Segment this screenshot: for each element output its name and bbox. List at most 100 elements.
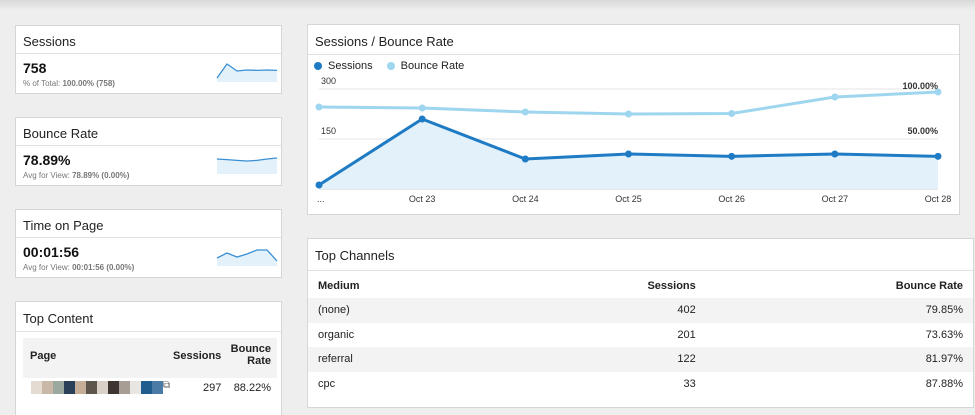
point-sessions	[934, 152, 942, 160]
table-row[interactable]: cpc 33 87.88%	[308, 372, 973, 397]
kpi-title: Sessions	[16, 26, 281, 54]
legend-bounce-rate[interactable]: Bounce Rate	[386, 60, 464, 72]
point-sessions	[831, 150, 839, 158]
x-tick-label: Oct 25	[615, 194, 642, 204]
point-bounce-rate	[728, 110, 736, 117]
point-sessions	[728, 152, 736, 160]
thumbnail-swatch	[31, 381, 42, 395]
line-chart[interactable]: 300 150 100.00% 50.00%... Oct 23 Oct 24 Oct 25…	[308, 25, 961, 216]
legend-sessions[interactable]: Sessions	[314, 60, 373, 72]
point-bounce-rate	[934, 88, 942, 96]
sparkline-area	[217, 158, 277, 174]
row-sessions: 297	[203, 382, 222, 394]
cell-bounce: 81.97%	[705, 347, 973, 372]
kpi-subtext: Avg for View: 00:01:56 (0.00%)	[23, 263, 135, 272]
thumbnail-swatch	[53, 381, 64, 395]
kpi-card-sessions[interactable]: Sessions 758 % of Total: 100.00% (758)	[15, 25, 282, 94]
cell-medium: referral	[308, 347, 497, 372]
right-label-top: 100.00%	[902, 81, 938, 91]
thumbnail-swatch	[152, 381, 163, 395]
chart-legend: Sessions Bounce Rate	[314, 60, 478, 72]
kpi-subtext: Avg for View: 78.89% (0.00%)	[23, 171, 130, 180]
cell-sessions: 402	[496, 298, 706, 323]
cell-bounce: 79.85%	[705, 298, 973, 323]
col-sessions: Sessions	[173, 350, 222, 362]
top-content-title: Top Content	[16, 302, 281, 332]
thumbnail-swatch	[119, 381, 130, 395]
cell-bounce: 73.63%	[925, 328, 963, 341]
kpi-value: 00:01:56	[23, 244, 80, 260]
kpi-title: Time on Page	[16, 210, 281, 238]
cell-sessions: 33	[683, 377, 696, 390]
x-tick-label: Oct 26	[718, 194, 745, 204]
col-bounce-rate: Bounce Rate	[895, 280, 963, 292]
sparkline-sessions	[216, 63, 278, 82]
cell-sessions: 201	[677, 328, 696, 341]
cell-medium: (none)	[308, 298, 497, 323]
thumbnail-swatch	[42, 381, 53, 395]
point-bounce-rate	[625, 110, 632, 118]
y-label-mid: 150	[321, 126, 336, 136]
point-bounce-rate	[418, 104, 426, 112]
x-tick-label: Oct 23	[409, 194, 436, 204]
table-header: Page Sessions Bounce Rate	[23, 338, 277, 378]
col-bounce-rate: Bounce Rate	[230, 343, 271, 367]
kpi-card-time-on-page[interactable]: Time on Page 00:01:56 Avg for View: 00:0…	[15, 209, 282, 278]
top-channels-card: Top Channels Medium Sessions Bounce Rate…	[307, 238, 974, 408]
cell-sessions: 122	[496, 347, 706, 372]
col-medium: Medium	[318, 280, 360, 292]
row-bounce: 88.22%	[233, 382, 271, 394]
kpi-subtext: % of Total: 100.00% (758)	[23, 79, 115, 88]
sparkline-line	[216, 157, 278, 162]
chart-title: Sessions / Bounce Rate	[308, 25, 959, 55]
y-label-top: 300	[321, 76, 336, 86]
thumbnail-swatch	[86, 381, 97, 395]
col-page: Page	[30, 350, 57, 362]
x-tick-label: Oct 24	[512, 194, 539, 204]
legend-dot-sessions	[314, 62, 322, 70]
thumbnail-swatch	[64, 381, 75, 395]
table-header: Medium Sessions Bounce Rate	[308, 274, 973, 298]
legend-dot-bounce-rate	[386, 62, 395, 70]
kpi-value: 78.89%	[23, 152, 71, 168]
top-channels-table: Medium Sessions Bounce Rate (none) 402 79.…	[308, 274, 973, 396]
point-bounce-rate	[521, 108, 529, 116]
table-row[interactable]: ⧉ 297 88.22%	[23, 378, 277, 408]
x-tick-label: ...	[317, 194, 325, 204]
table-row[interactable]: (none) 402 79.85%	[308, 298, 973, 323]
point-sessions	[625, 150, 632, 158]
kpi-title: Bounce Rate	[16, 118, 281, 146]
thumbnail-swatch	[97, 381, 108, 395]
point-sessions	[521, 155, 529, 163]
kpi-card-bounce-rate[interactable]: Bounce Rate 78.89% Avg for View: 78.89% …	[15, 117, 282, 186]
sparkline-area	[217, 250, 277, 266]
page-thumbnail	[31, 379, 163, 397]
kpi-value: 758	[23, 60, 47, 76]
point-sessions	[418, 115, 426, 123]
thumbnail-swatch	[108, 381, 119, 395]
table-row[interactable]: referral 122 81.97%	[308, 347, 973, 372]
sparkline-line	[216, 249, 278, 262]
right-label-mid: 50.00%	[907, 126, 938, 136]
x-tick-label: Oct 27	[822, 194, 849, 204]
sparkline-line	[216, 63, 278, 79]
col-sessions: Sessions	[647, 280, 696, 292]
top-channels-title: Top Channels	[308, 239, 973, 271]
cell-medium: cpc	[318, 377, 336, 390]
sparkline-time-on-page	[216, 249, 278, 266]
cell-bounce: 87.88%	[925, 377, 963, 390]
thumbnail-swatch	[75, 381, 86, 395]
thumbnail-swatch	[141, 381, 152, 395]
x-tick-label: Oct 28	[925, 194, 952, 204]
sparkline-area	[217, 64, 277, 82]
top-content-card: Top Content Page Sessions Bounce Rate ⧉ 2…	[15, 301, 282, 415]
point-bounce-rate	[315, 103, 323, 111]
table-row[interactable]: organic 201 73.63%	[308, 323, 973, 348]
cell-medium: organic	[318, 328, 355, 341]
sessions-bounce-chart-card: Sessions / Bounce Rate Sessions Bounce R…	[307, 24, 960, 215]
open-link-icon[interactable]: ⧉	[163, 380, 171, 391]
point-bounce-rate	[831, 93, 839, 101]
sparkline-bounce-rate	[216, 157, 278, 174]
top-shadow	[0, 0, 975, 10]
thumbnail-swatch	[130, 381, 141, 395]
